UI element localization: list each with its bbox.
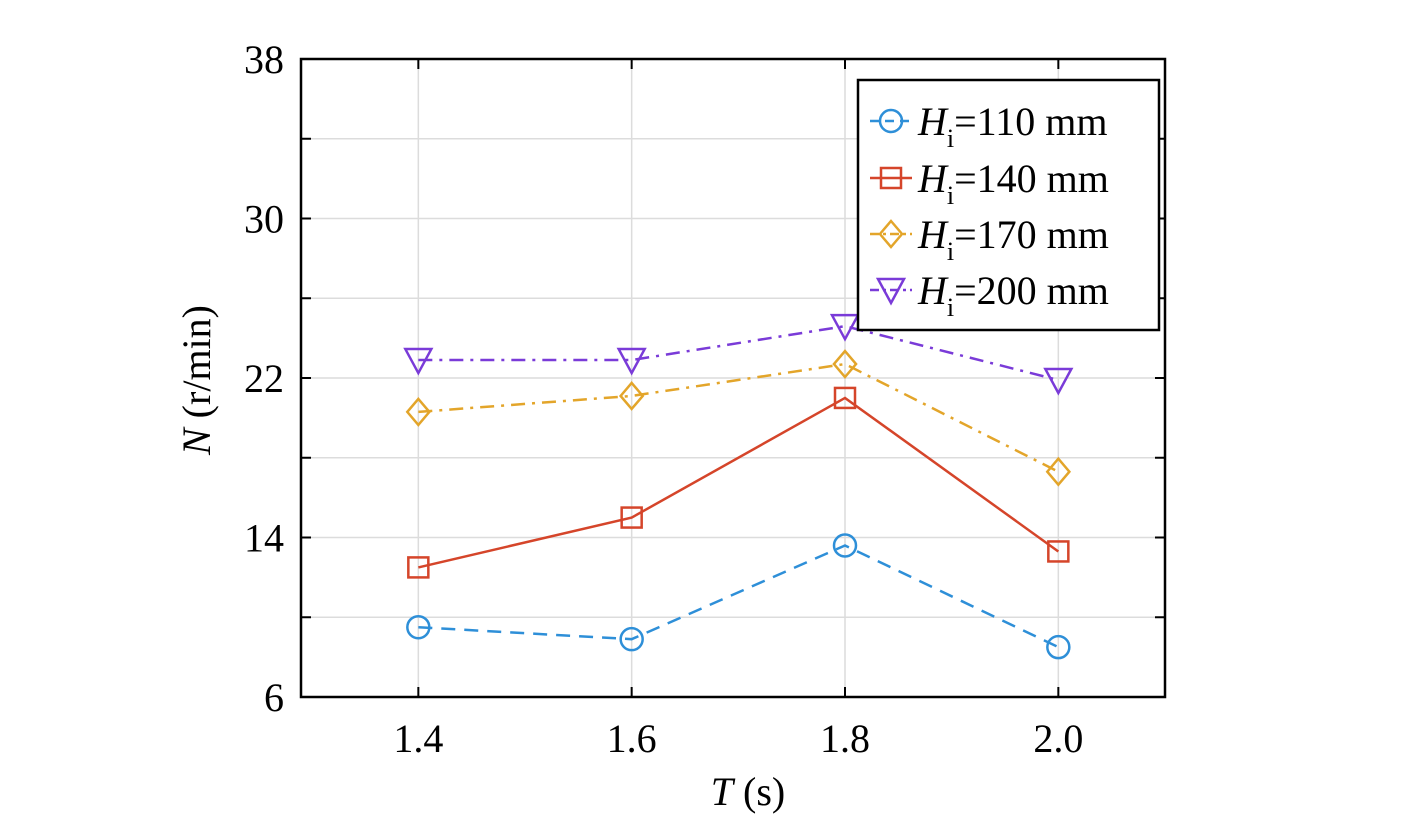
data-point-circle xyxy=(832,533,858,558)
legend-symbol: H xyxy=(917,156,949,201)
y-tick-label: 30 xyxy=(244,197,284,242)
series-4 xyxy=(403,313,1074,396)
y-axis-label: N (r/min) xyxy=(174,305,219,456)
data-point-diamond xyxy=(878,219,904,249)
data-point-circle xyxy=(878,108,904,134)
data-point-triangle xyxy=(875,277,907,306)
y-tick-label: 14 xyxy=(244,516,284,561)
y-tick-label: 38 xyxy=(244,37,284,82)
legend-entry-4: Hi=200 mm xyxy=(870,268,1109,322)
data-point-square xyxy=(620,506,643,529)
y-tick-labels: 6 14 22 30 38 xyxy=(244,37,284,720)
data-point-square xyxy=(1047,540,1070,563)
x-tick-label: 1.6 xyxy=(607,716,657,761)
data-point-diamond xyxy=(618,381,645,411)
y-axis-unit: (r/min) xyxy=(174,305,219,428)
legend-value: =170 mm xyxy=(954,212,1109,257)
legend-value: =140 mm xyxy=(954,156,1109,201)
data-point-circle xyxy=(1046,634,1071,660)
legend-entry-1: Hi=110 mm xyxy=(870,99,1107,153)
series-line xyxy=(418,396,1060,569)
data-point-square xyxy=(833,386,857,410)
x-axis-unit: (s) xyxy=(733,769,785,814)
y-tick-label: 22 xyxy=(244,356,284,401)
legend-subscript: i xyxy=(947,237,954,266)
x-axis-label: T (s) xyxy=(711,769,785,814)
legend-subscript: i xyxy=(947,293,954,322)
series-line xyxy=(418,544,1059,649)
data-point-circle xyxy=(619,626,644,652)
y-axis-symbol: N xyxy=(174,426,219,456)
series-lines xyxy=(403,313,1074,660)
series-3 xyxy=(405,349,1072,487)
data-point-triangle xyxy=(616,347,647,376)
series-2 xyxy=(407,386,1070,579)
legend-label: Hi=140 mm xyxy=(917,156,1109,210)
y-tick-label: 6 xyxy=(264,675,284,720)
x-tick-label: 1.8 xyxy=(820,716,870,761)
series-1 xyxy=(406,533,1071,660)
legend-subscript: i xyxy=(947,124,954,153)
x-tick-label: 2.0 xyxy=(1033,716,1083,761)
legend-label: Hi=200 mm xyxy=(917,268,1109,322)
data-point-square xyxy=(879,166,903,190)
legend-value: =110 mm xyxy=(954,99,1107,144)
data-point-triangle xyxy=(1043,367,1074,396)
data-point-diamond xyxy=(1045,456,1072,487)
data-point-triangle xyxy=(403,347,434,376)
data-point-diamond xyxy=(832,349,858,379)
legend-entry-2: Hi=140 mm xyxy=(870,156,1109,210)
legend-value: =200 mm xyxy=(954,268,1109,313)
data-point-square xyxy=(407,556,430,579)
x-tick-labels: 1.4 1.6 1.8 2.0 xyxy=(393,716,1083,761)
series-line xyxy=(418,324,1059,382)
legend-label: Hi=110 mm xyxy=(917,99,1107,153)
legend-subscript: i xyxy=(947,181,954,210)
data-point-circle xyxy=(406,614,431,640)
series-line xyxy=(418,362,1059,473)
legend-symbol: H xyxy=(917,99,949,144)
legend-label: Hi=170 mm xyxy=(917,212,1109,266)
legend-entry-3: Hi=170 mm xyxy=(870,212,1109,266)
legend-symbol: H xyxy=(917,212,949,257)
data-point-triangle xyxy=(829,313,861,342)
x-axis-symbol: T xyxy=(711,769,736,814)
data-point-diamond xyxy=(405,396,432,427)
x-tick-label: 1.4 xyxy=(393,716,443,761)
legend-symbol: H xyxy=(917,268,949,313)
